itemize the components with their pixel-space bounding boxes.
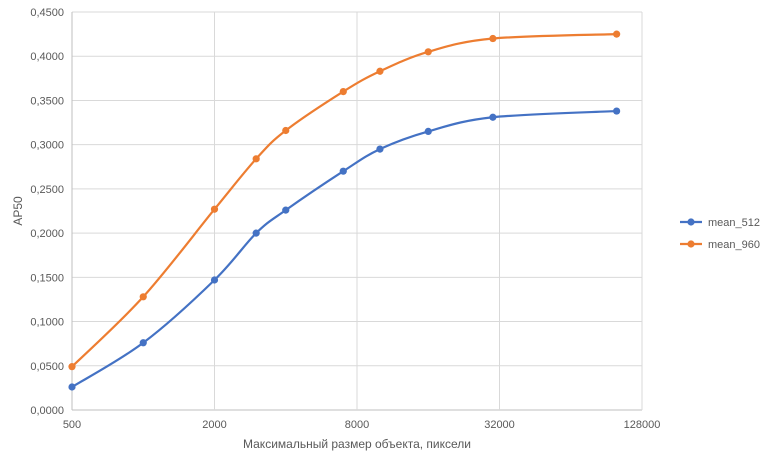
x-tick-label: 500 — [63, 419, 81, 431]
data-point — [210, 205, 219, 213]
legend: mean_512 mean_960 — [680, 217, 760, 251]
series-line — [70, 33, 618, 368]
x-tick-label: 8000 — [345, 419, 369, 431]
x-tick-label: 32000 — [484, 419, 515, 431]
grid — [71, 11, 643, 411]
data-point — [489, 113, 497, 121]
data-point — [339, 167, 347, 175]
legend-swatch-marker — [687, 218, 695, 226]
y-tick-label: 0,3000 — [30, 140, 64, 152]
data-point — [68, 383, 76, 391]
data-point — [376, 67, 384, 75]
y-axis-title: AP50 — [11, 196, 25, 226]
series-mean_960 — [68, 30, 621, 371]
data-point — [282, 206, 290, 214]
series-mean_512 — [68, 107, 621, 391]
axes: 0,0000 0,0500 0,1000 0,1500 0,2000 0,2500 0,30… — [30, 7, 660, 431]
data-point — [68, 363, 76, 371]
series-line — [70, 109, 618, 389]
y-tick-label: 0,0500 — [30, 361, 64, 373]
data-point — [139, 293, 147, 301]
y-tick-label: 0,1500 — [30, 272, 64, 284]
data-point — [613, 30, 621, 38]
data-point — [252, 229, 260, 237]
data-point — [489, 34, 497, 43]
x-tick-label: 2000 — [202, 419, 226, 431]
y-tick-label: 0,2000 — [30, 228, 64, 240]
data-point — [339, 88, 347, 96]
y-tick-label: 0,4500 — [30, 7, 64, 19]
x-tick-label: 128000 — [624, 419, 661, 431]
data-point — [282, 126, 290, 135]
legend-item: mean_960 — [680, 239, 760, 251]
legend-swatch-marker — [687, 240, 695, 248]
data-point — [376, 145, 384, 153]
x-axis-title: Максимальный размер объекта, пиксели — [243, 437, 471, 451]
legend-label: mean_960 — [708, 239, 760, 251]
y-tick-label: 0,1000 — [30, 317, 64, 329]
legend-label: mean_512 — [708, 217, 760, 229]
legend-item: mean_512 — [680, 217, 760, 229]
y-tick-label: 0,0000 — [30, 405, 64, 417]
data-point — [424, 127, 432, 135]
y-tick-label: 0,2500 — [30, 184, 64, 196]
data-point — [139, 339, 147, 347]
data-point — [252, 155, 260, 163]
data-point — [424, 48, 432, 56]
series-layer — [68, 30, 621, 391]
data-point — [613, 107, 621, 115]
y-tick-label: 0,4000 — [30, 51, 64, 63]
data-point — [210, 276, 219, 284]
y-tick-label: 0,3500 — [30, 95, 64, 107]
